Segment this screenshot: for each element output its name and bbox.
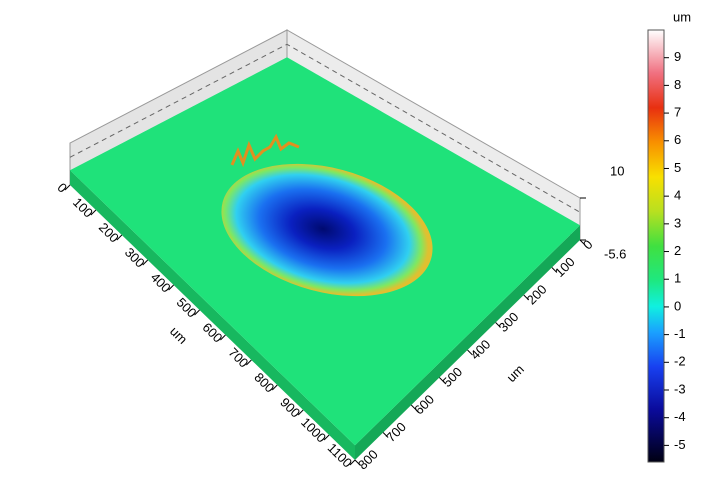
y-tick — [551, 267, 558, 273]
colorbar-tick-label: -4 — [674, 409, 686, 424]
colorbar-tick-label: 8 — [674, 77, 681, 92]
colorbar-tick-label: 9 — [674, 49, 681, 64]
x-tick — [271, 384, 278, 391]
y-tick-label: 0 — [580, 237, 596, 253]
y-tick — [467, 349, 473, 356]
y-tick — [439, 377, 445, 383]
x-tick — [246, 359, 252, 366]
x-tick — [220, 334, 226, 341]
colorbar-tick-label: -2 — [674, 354, 686, 369]
colorbar-tick-label: -1 — [674, 326, 686, 341]
colorbar-tick-label: -5 — [674, 437, 686, 452]
x-tick — [323, 434, 330, 441]
x-tick — [194, 309, 200, 316]
y-tick — [495, 322, 501, 328]
colorbar-tick-label: 5 — [674, 160, 681, 175]
colorbar-title: um — [673, 9, 691, 24]
colorbar-tick-label: 6 — [674, 132, 681, 147]
wall-grid-line — [69, 43, 581, 213]
crater — [221, 163, 433, 297]
x-tick — [349, 459, 356, 466]
colorbar-tick-label: 1 — [674, 271, 681, 286]
colorbar-tick-label: 3 — [674, 215, 681, 230]
y-tick — [354, 459, 361, 466]
x-tick — [116, 234, 123, 241]
colorbar-tick-label: 0 — [674, 298, 681, 313]
z-tick-label: -5.6 — [604, 246, 626, 261]
z-tick-label: 10 — [610, 163, 624, 178]
y-tick — [382, 432, 389, 438]
crater-rim — [230, 133, 300, 168]
y-axis-title: um — [504, 362, 527, 385]
x-tick — [142, 259, 149, 266]
y-tick — [579, 239, 586, 246]
x-tick — [297, 409, 304, 416]
colorbar-tick-label: 7 — [674, 105, 681, 120]
x-tick — [90, 209, 97, 216]
colorbar — [647, 29, 665, 463]
x-tick — [168, 284, 174, 291]
y-tick — [523, 294, 530, 301]
colorbar-tick-label: 2 — [674, 243, 681, 258]
colorbar-tick-label: 4 — [674, 188, 681, 203]
side-face — [355, 225, 580, 460]
colorbar-tick-label: -3 — [674, 381, 686, 396]
x-tick — [64, 184, 71, 191]
y-tick — [410, 404, 417, 411]
x-axis-title: um — [167, 324, 190, 347]
side-face — [70, 170, 355, 461]
